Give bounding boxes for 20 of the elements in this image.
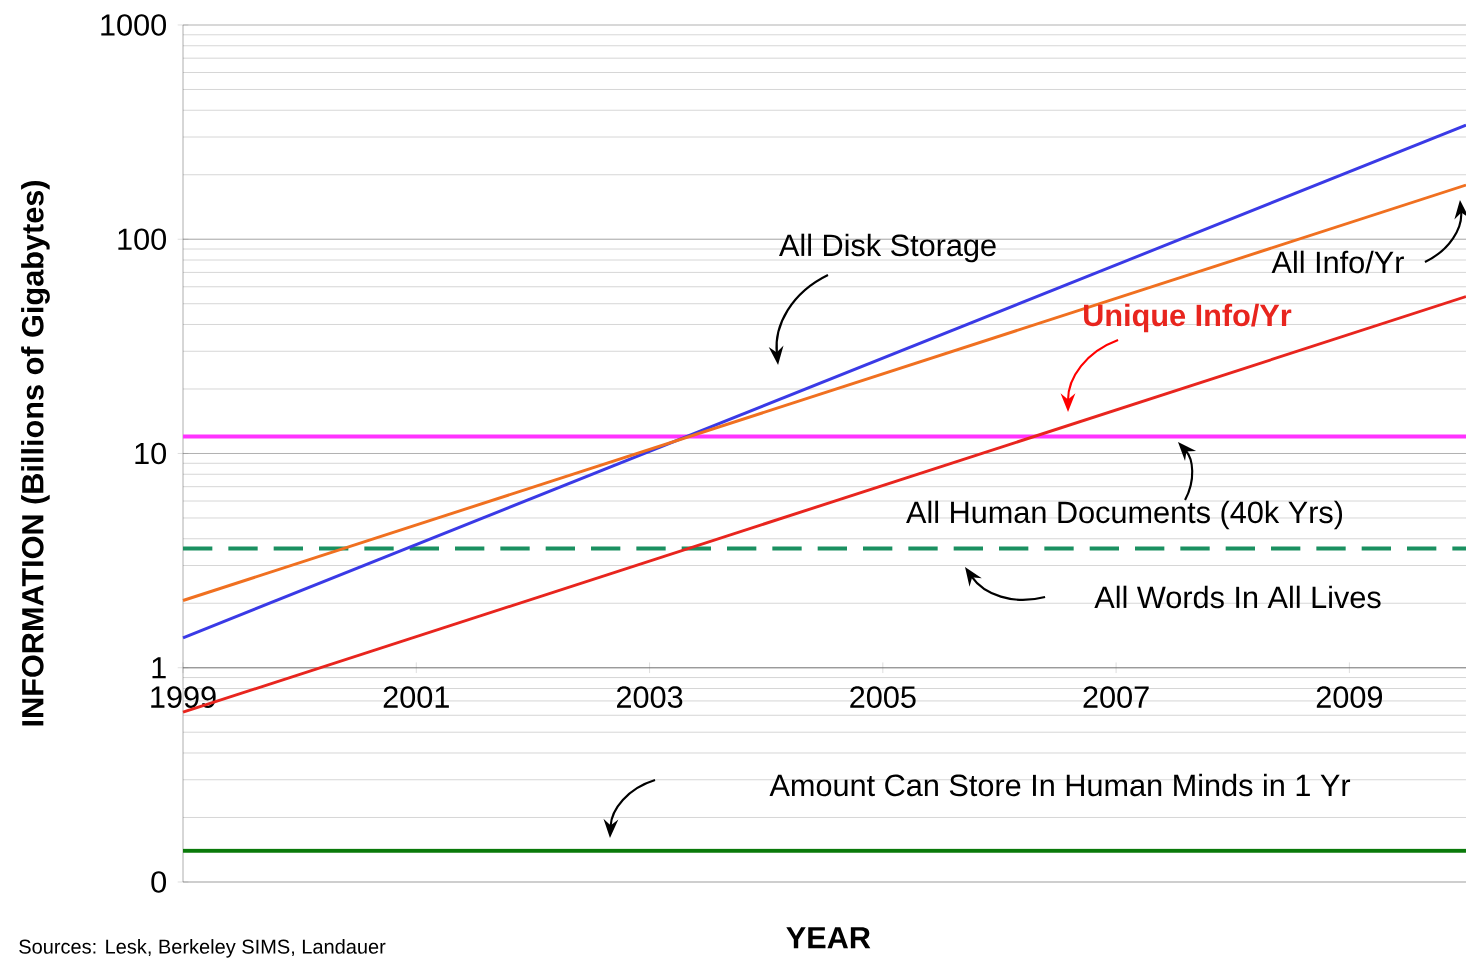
- x-axis-title: YEAR: [786, 927, 871, 949]
- y-tick-label: 0: [151, 871, 167, 893]
- x-tick-label: 2003: [616, 686, 683, 708]
- source-note: Sources: Lesk, Berkeley SIMS, Landauer: [19, 939, 386, 958]
- x-tick-label: 1999: [151, 686, 216, 708]
- series-label: All Disk Storage: [779, 233, 996, 263]
- y-tick-label: 1: [152, 657, 166, 679]
- ref-line-label: Amount Can Store In Human Minds in 1 Yr: [769, 773, 1351, 797]
- x-tick-label: 2005: [850, 686, 916, 708]
- ref-line-label: All Words In All Lives: [1094, 585, 1381, 609]
- y-tick-label: 1000: [101, 14, 166, 36]
- ref-line-label: All Human Documents (40k Yrs): [906, 500, 1343, 530]
- series-label: All Info/Yr: [1271, 250, 1404, 274]
- y-axis-title: INFORMATION (Billions of Gigabytes): [21, 180, 50, 726]
- x-tick-label: 2001: [383, 686, 449, 708]
- y-tick-label: 100: [118, 228, 167, 251]
- series-label: Unique Info/Yr: [1084, 303, 1292, 333]
- x-tick-label: 2009: [1316, 686, 1383, 708]
- y-tick-label: 10: [135, 442, 167, 465]
- x-tick-label: 2007: [1083, 686, 1149, 708]
